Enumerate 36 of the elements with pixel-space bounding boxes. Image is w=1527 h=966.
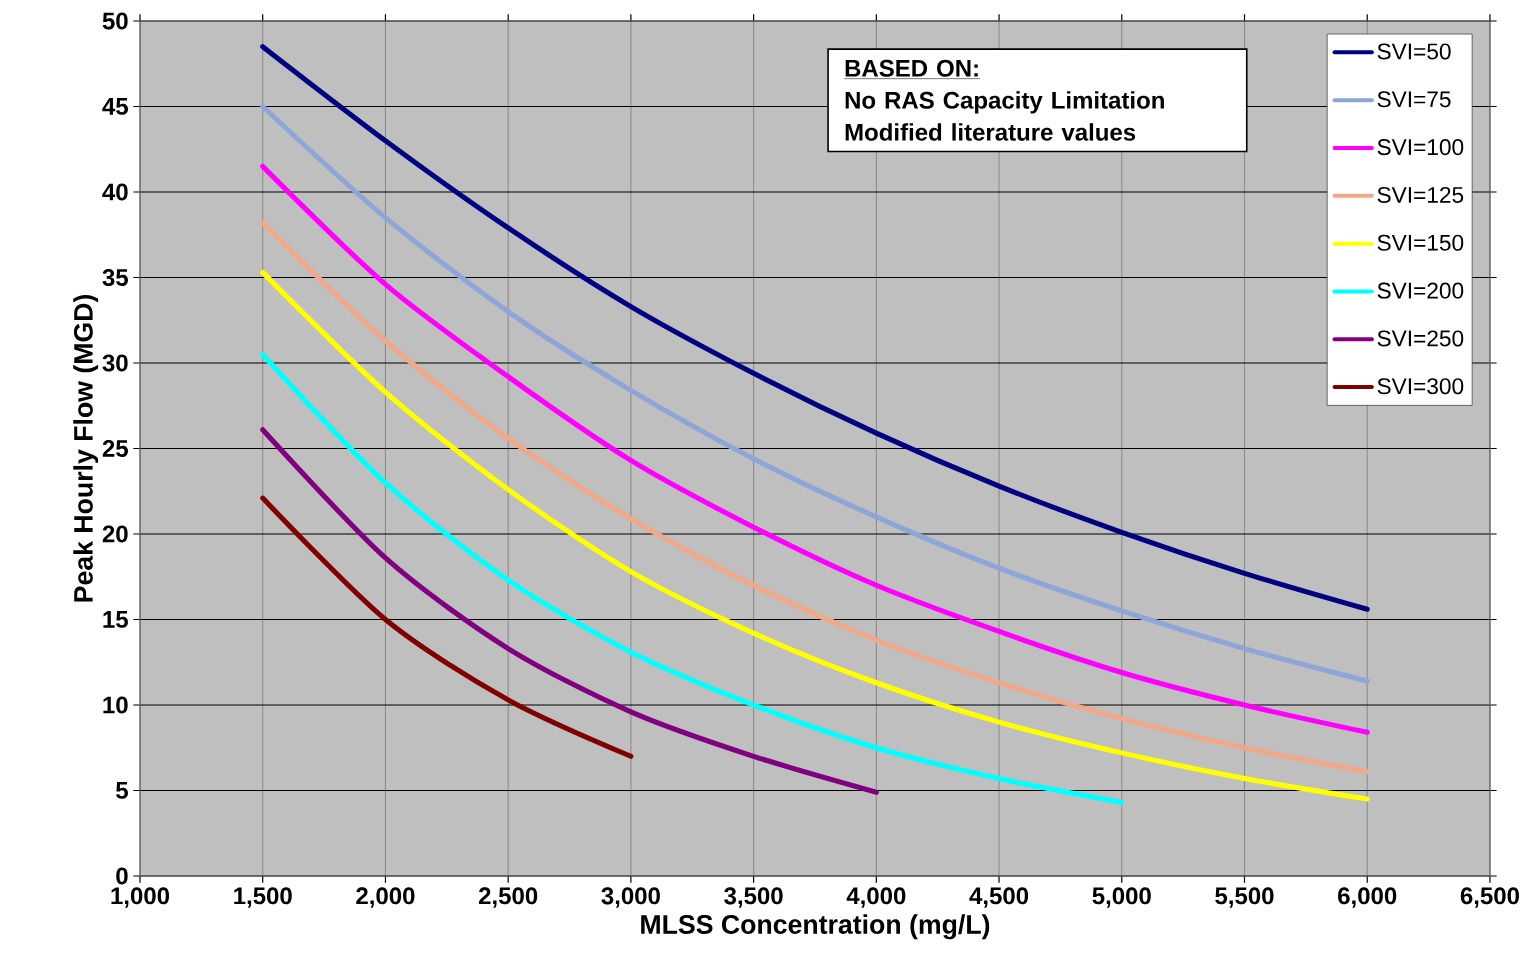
x-tick-label: 2,500 [478,887,538,908]
legend-label: SVI=250 [1377,330,1464,347]
legend-label: SVI=300 [1377,378,1464,395]
legend-label: SVI=100 [1377,139,1464,156]
x-axis-title: MLSS Concentration (mg/L) [641,914,990,940]
y-tick-label: 20 [102,525,128,543]
x-tick-label: 6,500 [1460,887,1519,908]
x-tick-label: 3,000 [601,887,660,908]
annotation: Modified literature values [845,123,1136,141]
y-tick-label: 30 [102,354,128,372]
y-tick-label: 35 [102,268,128,287]
y-tick-label: 15 [103,611,128,628]
x-tick-label: 4,000 [846,887,906,908]
x-tick-label: 2,000 [356,887,415,908]
x-tick-label: 5,000 [1092,887,1151,908]
x-tick-label: 4,500 [969,887,1029,908]
legend-label: SVI=125 [1377,186,1464,203]
x-tick-label: 1,000 [111,887,170,908]
y-tick-label: 0 [116,867,128,885]
y-tick-label: 25 [102,439,128,457]
legend-label: SVI=75 [1377,91,1451,108]
x-tick-label: 5,500 [1215,887,1274,908]
legend-label: SVI=200 [1377,282,1464,299]
y-tick-label: 45 [102,98,128,115]
annotation: BASED ON: [845,59,978,77]
y-tick-label: 10 [103,696,128,714]
y-tick-label: 50 [102,12,128,30]
x-tick-label: 3,500 [724,887,783,908]
y-tick-label: 5 [116,782,128,799]
legend-label: SVI=150 [1377,234,1464,251]
x-tick-label: 1,500 [234,887,292,908]
legend-label: SVI=50 [1377,43,1451,60]
x-tick-label: 6,000 [1338,887,1397,908]
y-axis-title: Peak Hourly Flow (MGD) [73,295,99,602]
annotation: No RAS Capacity Limitation [845,91,1164,114]
y-tick-label: 40 [102,183,128,201]
